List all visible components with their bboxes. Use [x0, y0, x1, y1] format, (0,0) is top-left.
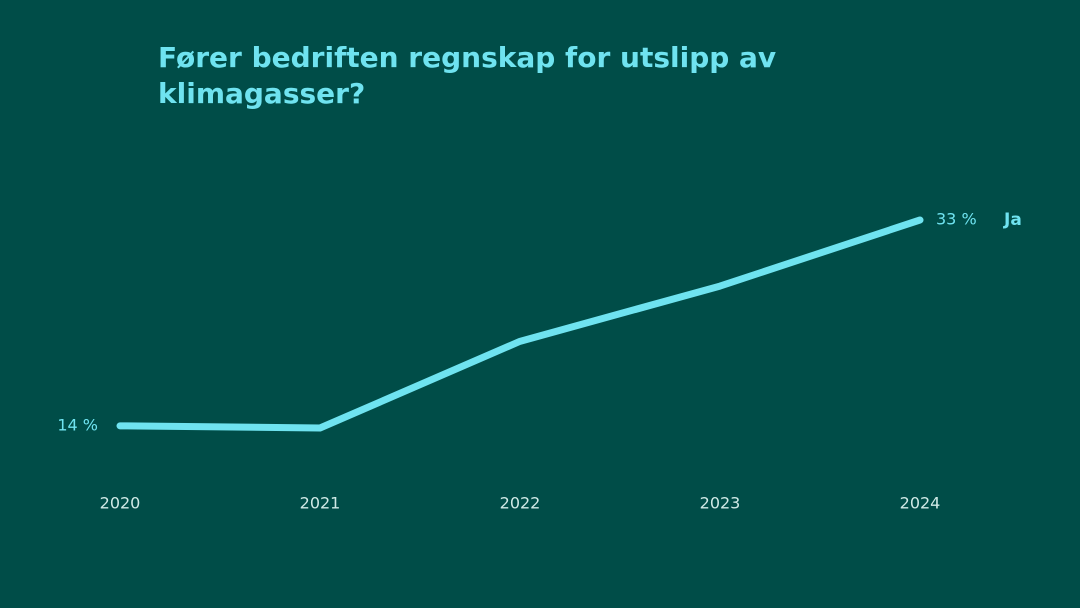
line — [116, 216, 924, 432]
legend-label: Ja — [1003, 210, 1022, 230]
title-box: Fører bedriften regnskap for utslipp av … — [158, 41, 777, 110]
x-tick-label: 2020 — [100, 494, 141, 513]
value-label: 14 % — [57, 415, 98, 434]
x-tick-label: 2022 — [500, 494, 541, 513]
value-label: 33 % — [936, 210, 977, 229]
chart-title: Fører bedriften regnskap for utslipp av … — [158, 41, 777, 110]
x-tick-label: 2023 — [700, 494, 741, 513]
x-tick-label: 2021 — [300, 494, 341, 513]
x-tick-label: 2024 — [900, 494, 941, 513]
